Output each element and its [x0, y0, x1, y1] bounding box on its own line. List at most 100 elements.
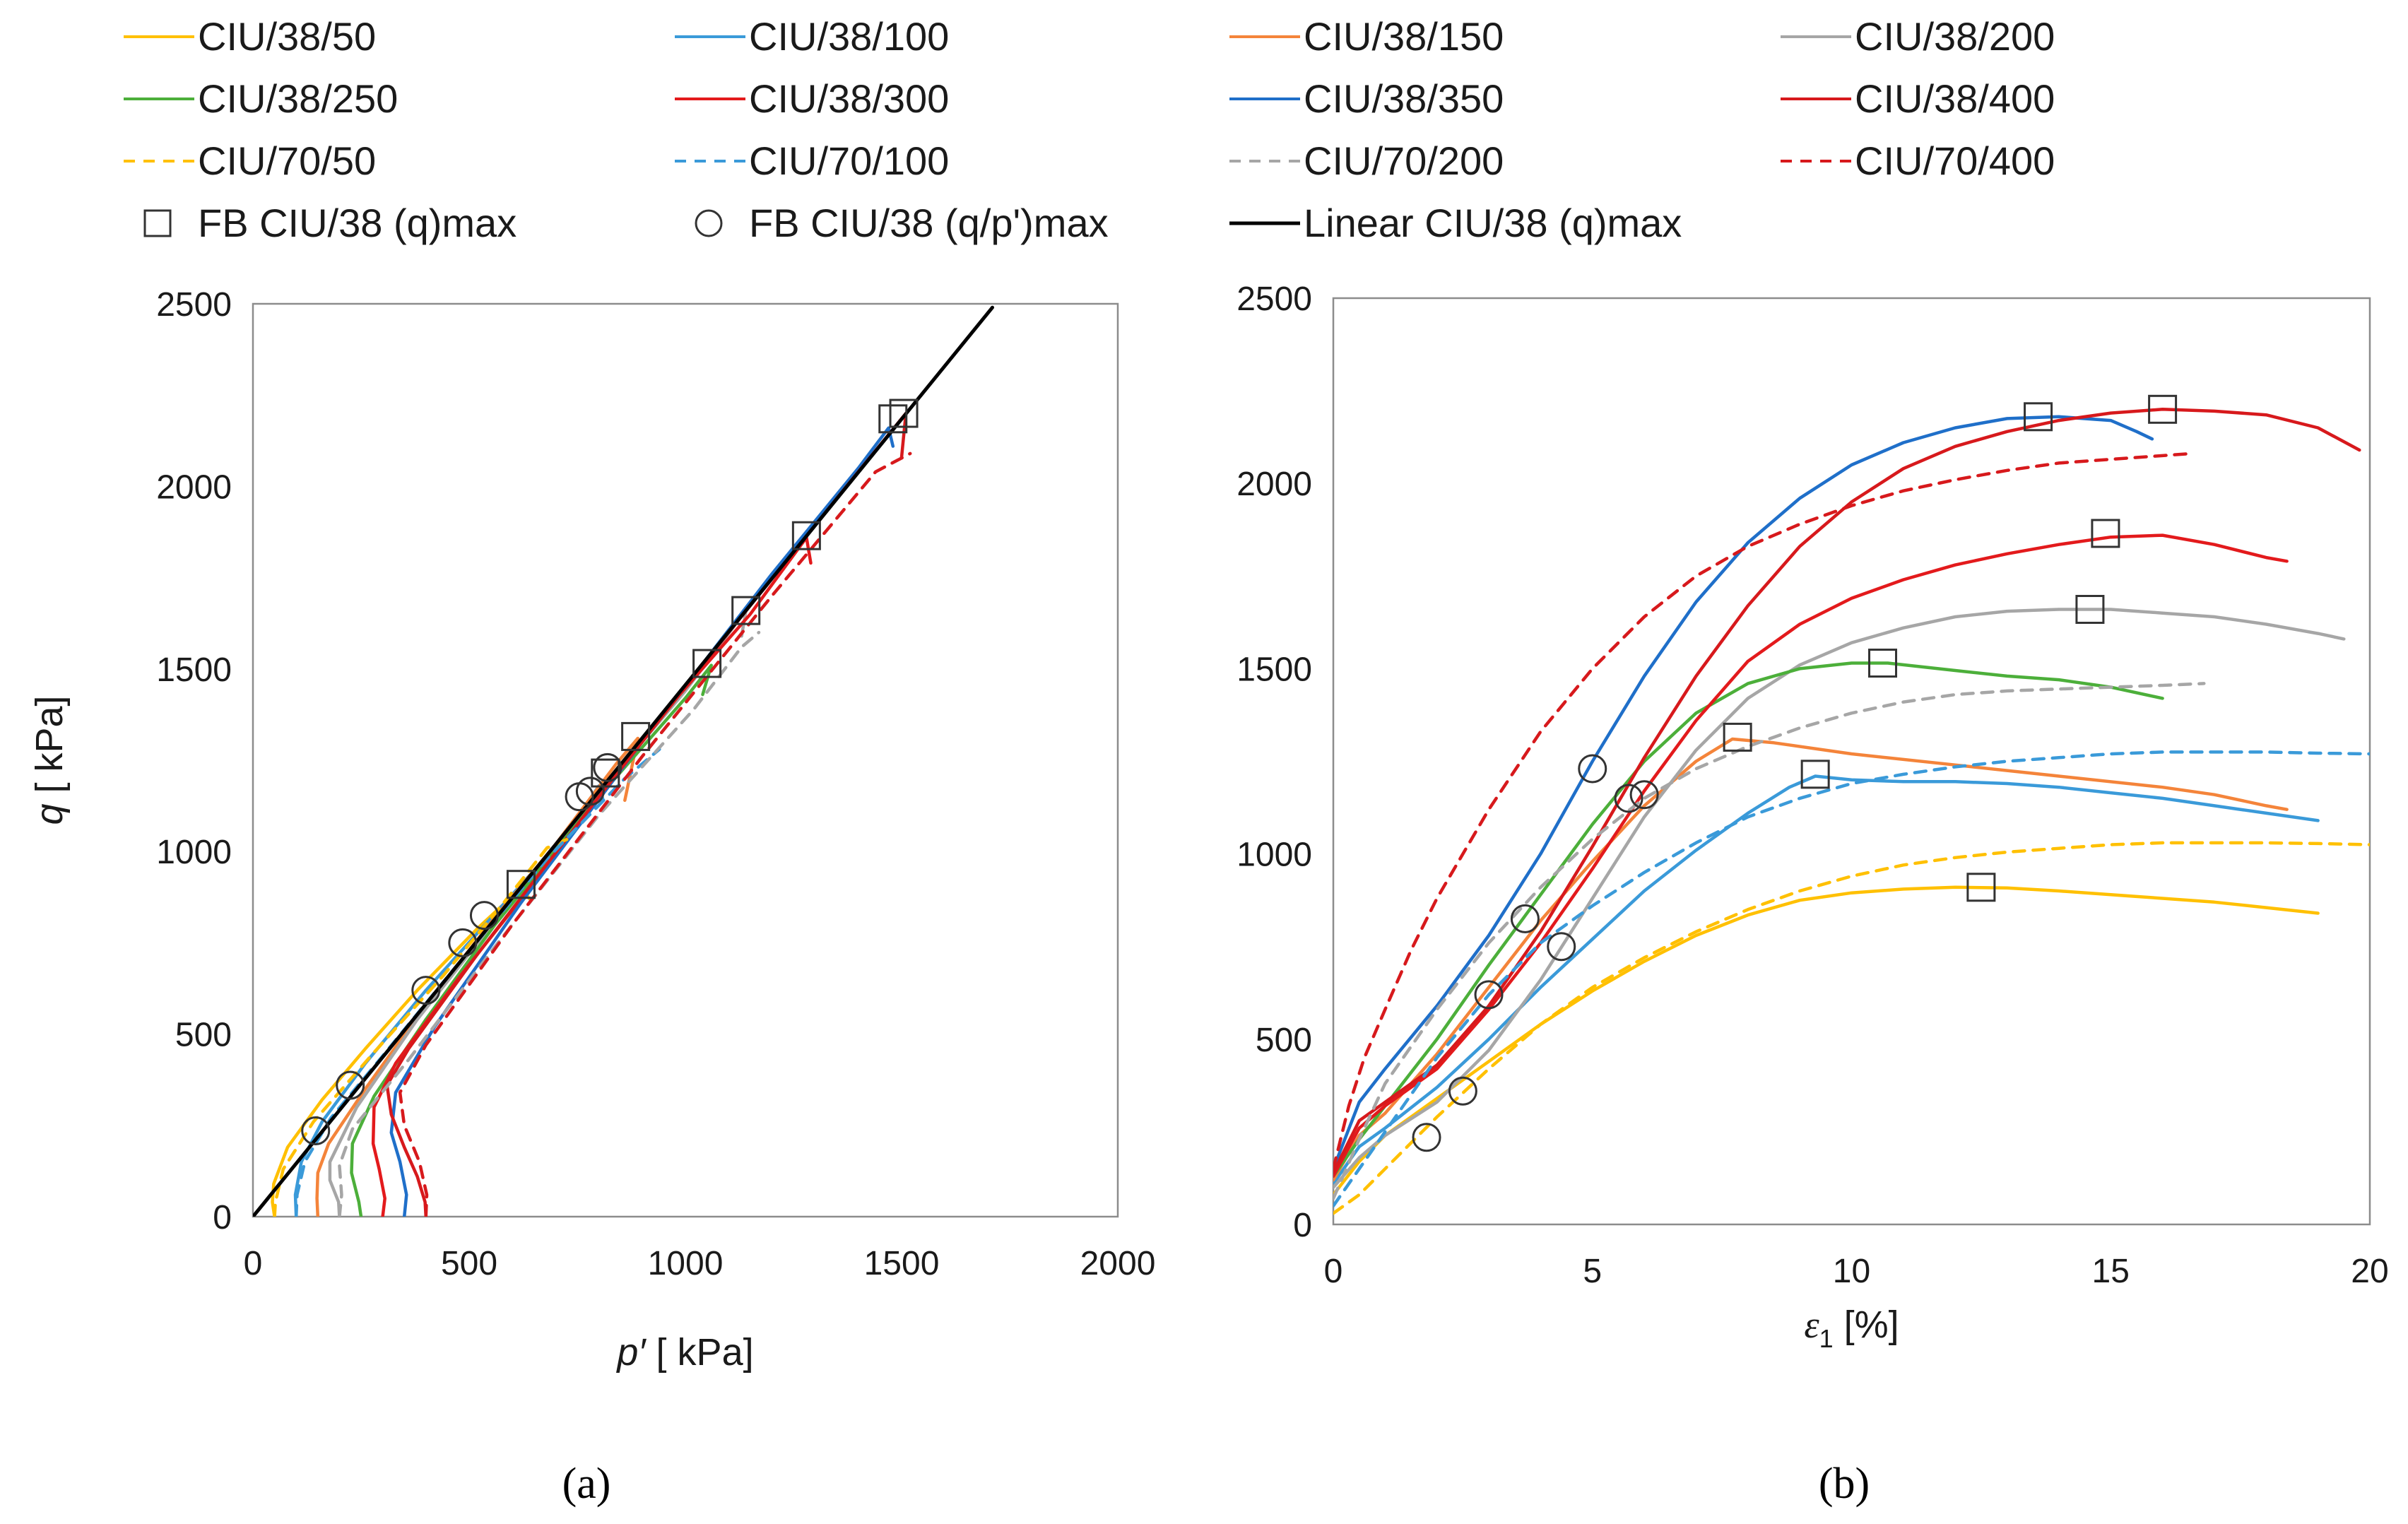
series-line-linear [253, 305, 994, 1217]
y-tick-label: 1500 [156, 651, 232, 689]
legend-label: FB CIU/38 (q)max [198, 201, 517, 245]
legend-item-linear: Linear CIU/38 (q)max [1229, 201, 1682, 245]
legend-item-fb_qpmax: FB CIU/38 (q/p')max [695, 201, 1109, 245]
marker-circle-qpmax [1578, 754, 1607, 784]
legend-item-ciu38_100: CIU/38/100 [675, 14, 949, 59]
y-tick-label: 1000 [1237, 837, 1312, 874]
legend-label: CIU/38/150 [1304, 14, 1504, 59]
legend-label: CIU/38/350 [1304, 76, 1504, 121]
legend-item-ciu38_200: CIU/38/200 [1781, 14, 2055, 59]
legend-item-ciu38_250: CIU/38/250 [124, 76, 398, 121]
x-tick-label: 20 [2351, 1253, 2388, 1290]
series-line-ciu70_50 [1333, 841, 2370, 1215]
y-tick-label: 1500 [1237, 651, 1312, 688]
y-tick-label: 500 [175, 1017, 232, 1054]
marker-square-qmax [1723, 722, 1752, 752]
legend-label: CIU/70/200 [1304, 138, 1504, 183]
series-line-ciu70_200 [338, 630, 761, 1217]
plot-frame [1332, 297, 2371, 1226]
series-line-ciu70_50 [273, 835, 575, 1217]
marker-circle-qpmax [1614, 784, 1643, 813]
legend-item-ciu38_150: CIU/38/150 [1229, 14, 1504, 59]
legend-item-ciu70_50: CIU/70/50 [124, 138, 376, 183]
y-tick-label: 1000 [156, 834, 232, 871]
legend-label: CIU/38/50 [198, 14, 376, 59]
legend-label: Linear CIU/38 (q)max [1304, 201, 1682, 245]
series-line-ciu38_100 [1333, 774, 2320, 1186]
series-line-ciu38_250 [1333, 661, 2164, 1179]
x-tick-label: 10 [1833, 1253, 1870, 1290]
x-tick-label: 0 [244, 1245, 263, 1282]
series-line-ciu38_50 [1333, 885, 2320, 1197]
x-axis-title: p′ [ kPa] [615, 1331, 753, 1374]
marker-circle-qpmax [469, 901, 499, 931]
x-tick-label: 15 [2092, 1253, 2130, 1290]
marker-square-qmax [2091, 519, 2120, 548]
x-tick-label: 500 [441, 1245, 497, 1282]
marker-circle-qpmax [1474, 980, 1504, 1010]
legend-label: CIU/38/300 [749, 76, 949, 121]
panel-label-b: (b) [1819, 1460, 1870, 1508]
series-line-ciu38_350 [389, 426, 895, 1217]
series-line-ciu70_100 [294, 748, 661, 1217]
legend-label: CIU/38/100 [749, 14, 949, 59]
marker-circle-qpmax [411, 976, 441, 1005]
x-tick-label: 0 [1324, 1253, 1343, 1290]
series-group [1333, 408, 2370, 1215]
legend-item-ciu38_350: CIU/38/350 [1229, 76, 1504, 121]
marker-circle-qpmax [448, 928, 478, 957]
series-line-ciu38_200 [1333, 608, 2346, 1189]
series-line-ciu70_400 [1333, 451, 2190, 1171]
series-line-ciu38_300 [1333, 533, 2289, 1179]
marker-circle-qpmax [301, 1116, 331, 1146]
legend-label: CIU/70/400 [1855, 138, 2055, 183]
legend-label: CIU/70/100 [749, 138, 949, 183]
x-tick-label: 1500 [864, 1245, 940, 1282]
series-line-ciu70_200 [1333, 682, 2206, 1200]
series-line-ciu38_400 [385, 411, 908, 1217]
marker-square-qmax [692, 649, 722, 678]
marker-circle-qpmax [565, 782, 594, 812]
marker-square-qmax [1868, 649, 1898, 678]
legend-square-marker [143, 209, 172, 237]
marker-square-qmax [731, 596, 761, 625]
y-tick-label: 0 [1293, 1207, 1312, 1244]
y-axis-title: q [ kPa] [28, 695, 71, 825]
marker-circle-qpmax [593, 752, 622, 782]
marker-circle-qpmax [1547, 932, 1576, 962]
y-tick-label: 500 [1256, 1022, 1312, 1059]
marker-square-qmax [889, 398, 919, 428]
series-line-ciu38_250 [350, 663, 713, 1217]
plot-frame [252, 302, 1119, 1218]
marker-circle-qpmax [336, 1070, 365, 1100]
y-tick-label: 2500 [1237, 280, 1312, 318]
chart-a: 0 500 1000 1500 2000 0 500 1000 1500 2000 2500 p′ [… [28, 286, 1155, 1374]
marker-square-qmax [1800, 760, 1830, 789]
legend-label: CIU/70/50 [198, 138, 376, 183]
x-tick-label: 1000 [648, 1245, 724, 1282]
legend-label: FB CIU/38 (q/p')max [749, 201, 1109, 245]
marker-circle-qpmax [1629, 780, 1659, 810]
y-tick-label: 2000 [156, 468, 232, 506]
marker-square-qmax [621, 721, 651, 751]
marker-circle-qpmax [1412, 1123, 1441, 1152]
series-line-ciu70_100 [1333, 750, 2370, 1208]
x-tick-label: 2000 [1080, 1245, 1156, 1282]
legend-label: CIU/38/400 [1855, 76, 2055, 121]
marker-square-qmax [2075, 594, 2105, 624]
series-line-ciu38_350 [1333, 415, 2154, 1171]
marker-square-qmax [506, 870, 536, 899]
legend-item-ciu38_400: CIU/38/400 [1781, 76, 2055, 121]
legend: CIU/38/50 CIU/38/100 CIU/38/150 CIU/38/200 C… [124, 14, 2055, 245]
y-tick-label: 2500 [156, 286, 232, 324]
series-line-ciu38_300 [371, 536, 813, 1217]
legend-item-ciu70_400: CIU/70/400 [1781, 138, 2055, 183]
legend-label: CIU/38/250 [198, 76, 398, 121]
y-tick-label: 2000 [1237, 466, 1312, 503]
legend-item-ciu38_300: CIU/38/300 [675, 76, 949, 121]
legend-item-ciu70_200: CIU/70/200 [1229, 138, 1504, 183]
series-group [253, 305, 994, 1217]
marker-circle-qpmax [575, 776, 605, 806]
series-line-ciu38_400 [1333, 408, 2361, 1174]
